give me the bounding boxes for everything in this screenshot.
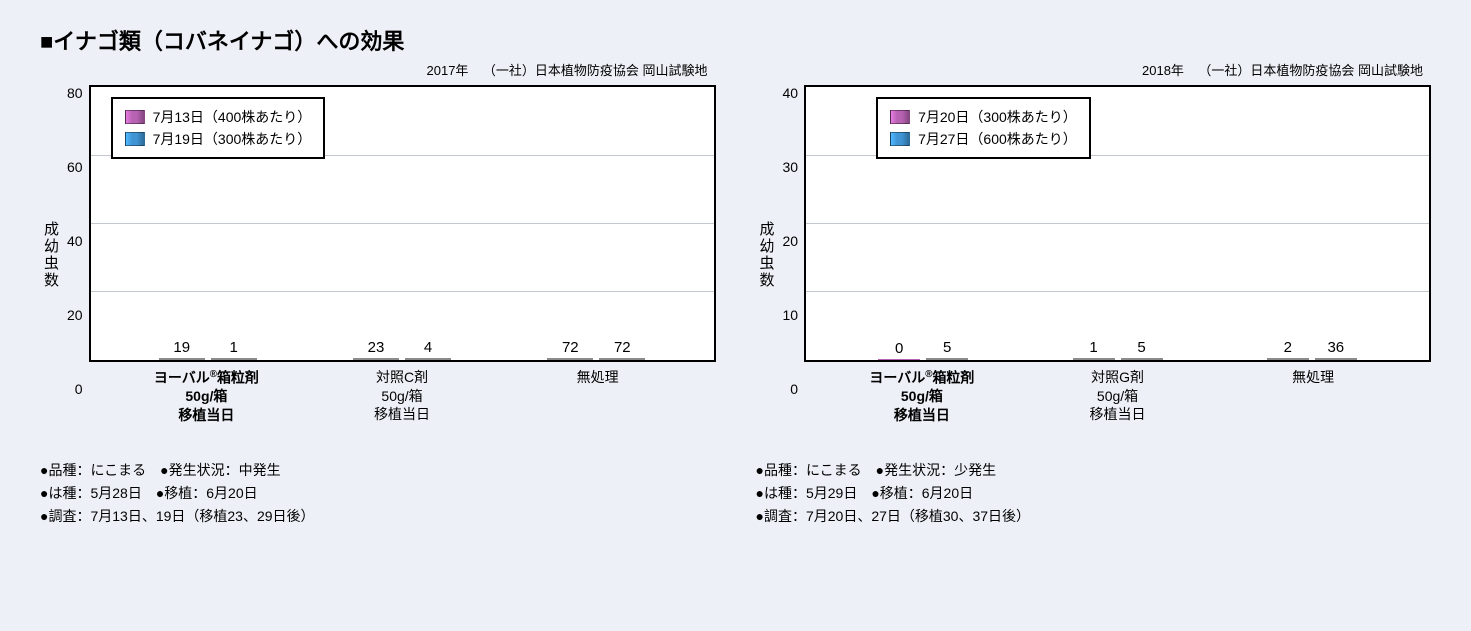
bar-value-label: 0 <box>895 340 903 357</box>
ytick: 80 <box>67 85 83 101</box>
ytick: 10 <box>783 307 799 323</box>
yaxis-label: 成幼虫数 <box>756 221 777 289</box>
chart-area: 成幼虫数 40 30 20 10 0 7月20日（300株あたり） <box>756 85 1432 425</box>
legend: 7月13日（400株あたり） 7月19日（300株あたり） <box>111 97 326 159</box>
bar-group: 72 72 <box>547 358 645 360</box>
plot-frame: 7月20日（300株あたり） 7月27日（600株あたり） 0515236 <box>804 85 1431 362</box>
bar-value-label: 36 <box>1327 339 1344 356</box>
bar: 36 <box>1315 358 1357 360</box>
bar: 5 <box>926 358 968 360</box>
category-label: ヨーバル®箱粒剤50g/箱移植当日 <box>109 368 305 425</box>
notes-line: ●調査：7月20日、27日（移植30、37日後） <box>756 505 1432 528</box>
bar-value-label: 19 <box>173 339 190 356</box>
legend-swatch-icon <box>890 110 910 124</box>
legend-swatch-icon <box>125 110 145 124</box>
panels-row: 2017年 （一社）日本植物防疫協会 岡山試験地 成幼虫数 80 60 40 2… <box>40 60 1431 528</box>
page-title: ■イナゴ類（コバネイナゴ）への効果 <box>40 24 1431 56</box>
bar-group: 05 <box>878 358 968 360</box>
ytick: 30 <box>783 159 799 175</box>
category-label: 無処理 <box>500 368 696 425</box>
ytick: 0 <box>75 381 83 397</box>
ytick: 40 <box>783 85 799 101</box>
ytick: 0 <box>790 381 798 397</box>
legend-item: 7月20日（300株あたり） <box>890 107 1077 127</box>
panel-header: 2017年 （一社）日本植物防疫協会 岡山試験地 <box>40 60 716 79</box>
legend-swatch-icon <box>890 132 910 146</box>
category-label: 対照C剤50g/箱移植当日 <box>304 368 500 425</box>
legend-swatch-icon <box>125 132 145 146</box>
notes-line: ●は種：5月29日 ●移植：6月20日 <box>756 482 1432 505</box>
legend-item: 7月27日（600株あたり） <box>890 129 1077 149</box>
legend-label: 7月20日（300株あたり） <box>918 107 1077 127</box>
bar-value-label: 4 <box>424 339 432 356</box>
yaxis-label: 成幼虫数 <box>40 221 61 289</box>
yaxis-ticks: 80 60 40 20 0 <box>67 85 89 425</box>
bar: 2 <box>1267 358 1309 360</box>
plot-wrap: 7月13日（400株あたり） 7月19日（300株あたり） 1912347272… <box>89 85 716 425</box>
panel-header: 2018年 （一社）日本植物防疫協会 岡山試験地 <box>756 60 1432 79</box>
notes-line: ●は種：5月28日 ●移植：6月20日 <box>40 482 716 505</box>
bar-group: 15 <box>1073 358 1163 360</box>
category-labels: ヨーバル®箱粒剤50g/箱移植当日対照G剤50g/箱移植当日無処理 <box>804 362 1431 425</box>
bar: 72 <box>547 358 593 360</box>
category-label: 無処理 <box>1215 368 1411 425</box>
ytick: 60 <box>67 159 83 175</box>
category-label: ヨーバル®箱粒剤50g/箱移植当日 <box>824 368 1020 425</box>
bar-value-label: 2 <box>1284 339 1292 356</box>
yaxis-ticks: 40 30 20 10 0 <box>783 85 805 425</box>
plot-wrap: 7月20日（300株あたり） 7月27日（600株あたり） 0515236 ヨー… <box>804 85 1431 425</box>
bar: 4 <box>405 358 451 360</box>
legend: 7月20日（300株あたり） 7月27日（600株あたり） <box>876 97 1091 159</box>
bar-group: 2 36 <box>1267 358 1357 360</box>
bar: 1 <box>1073 358 1115 360</box>
bar-value-label: 72 <box>562 339 579 356</box>
legend-label: 7月19日（300株あたり） <box>153 129 312 149</box>
panel-notes: ●品種：にこまる ●発生状況：少発生 ●は種：5月29日 ●移植：6月20日 ●… <box>756 459 1432 528</box>
ytick: 20 <box>67 307 83 323</box>
plot-frame: 7月13日（400株あたり） 7月19日（300株あたり） 19 1 23 4 72 72 <box>89 85 716 362</box>
bar-value-label: 5 <box>943 339 951 356</box>
category-label: 対照G剤50g/箱移植当日 <box>1020 368 1216 425</box>
legend-label: 7月27日（600株あたり） <box>918 129 1077 149</box>
ytick: 40 <box>67 233 83 249</box>
bar: 23 <box>353 358 399 360</box>
ytick: 20 <box>783 233 799 249</box>
bar: 72 <box>599 358 645 360</box>
bar-value-label: 23 <box>368 339 385 356</box>
bar-group: 23 4 <box>353 358 451 360</box>
panel-2018: 2018年 （一社）日本植物防疫協会 岡山試験地 成幼虫数 40 30 20 1… <box>756 60 1432 528</box>
category-labels: ヨーバル®箱粒剤50g/箱移植当日対照C剤50g/箱移植当日無処理 <box>89 362 716 425</box>
panel-2017: 2017年 （一社）日本植物防疫協会 岡山試験地 成幼虫数 80 60 40 2… <box>40 60 716 528</box>
bar: 1 <box>211 358 257 360</box>
legend-item: 7月13日（400株あたり） <box>125 107 312 127</box>
bar-value-label: 1 <box>230 339 238 356</box>
bar-value-label: 1 <box>1089 339 1097 356</box>
bar: 5 <box>1121 358 1163 360</box>
bar: 19 <box>159 358 205 360</box>
chart-area: 成幼虫数 80 60 40 20 0 7月13日（400株あたり） <box>40 85 716 425</box>
bar-value-label: 5 <box>1137 339 1145 356</box>
header-year: 2017年 <box>427 63 469 78</box>
notes-line: ●品種：にこまる ●発生状況：中発生 <box>40 459 716 482</box>
bar-value-label: 72 <box>614 339 631 356</box>
header-org: （一社）日本植物防疫協会 岡山試験地 <box>483 63 708 78</box>
header-year: 2018年 <box>1142 63 1184 78</box>
notes-line: ●品種：にこまる ●発生状況：少発生 <box>756 459 1432 482</box>
legend-label: 7月13日（400株あたり） <box>153 107 312 127</box>
panel-notes: ●品種：にこまる ●発生状況：中発生 ●は種：5月28日 ●移植：6月20日 ●… <box>40 459 716 528</box>
notes-line: ●調査：7月13日、19日（移植23、29日後） <box>40 505 716 528</box>
bar-group: 19 1 <box>159 358 257 360</box>
legend-item: 7月19日（300株あたり） <box>125 129 312 149</box>
bar: 0 <box>878 359 920 360</box>
header-org: （一社）日本植物防疫協会 岡山試験地 <box>1198 63 1423 78</box>
